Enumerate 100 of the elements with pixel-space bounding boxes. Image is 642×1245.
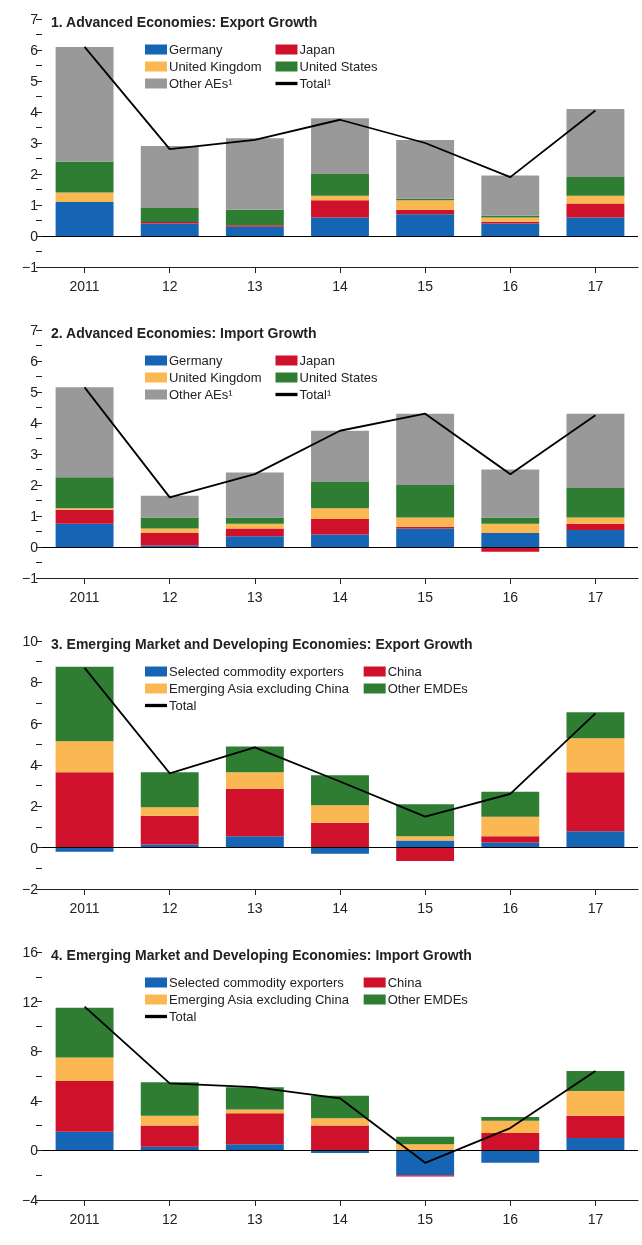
x-tick-label: 14 [332, 589, 348, 605]
line-series [83, 46, 597, 178]
x-tick-label: 12 [161, 1211, 178, 1227]
legend-label: Selected commodity exporters [169, 664, 345, 679]
bar [311, 174, 369, 196]
bar [396, 804, 455, 837]
bar [396, 200, 455, 210]
legend-label: Total¹ [299, 387, 332, 402]
y-tick-label: 1 [30, 197, 39, 213]
bar [311, 508, 369, 520]
x-tick-label: 17 [587, 278, 604, 294]
bar [55, 741, 114, 773]
bar [566, 108, 625, 178]
bar [55, 509, 114, 524]
x-tick-label: 17 [587, 589, 604, 605]
bar [396, 1144, 455, 1151]
bar [481, 223, 540, 236]
y-tick-label: 4 [30, 104, 39, 120]
y-tick-label: 2 [30, 166, 39, 182]
x-tick-label: 15 [417, 900, 434, 916]
x-tick-label: 12 [161, 589, 178, 605]
legend-label: Total [169, 698, 197, 713]
y-tick-label: 6 [30, 353, 39, 369]
legend-label: Emerging Asia excluding China [169, 681, 350, 696]
bar [225, 472, 284, 518]
x-tick-label: 14 [332, 900, 348, 916]
bar [225, 1109, 284, 1114]
bar [566, 1115, 625, 1138]
bar [311, 1095, 369, 1119]
bar [225, 772, 284, 789]
x-tick-label: 15 [417, 1211, 434, 1227]
bar [566, 177, 625, 196]
legend-label: China [387, 664, 423, 679]
bar [140, 495, 199, 518]
y-tick-label: 7 [30, 322, 39, 338]
chart-title: 4. Emerging Market and Developing Economies: Import Growth [51, 947, 472, 963]
legend-label: United States [299, 370, 379, 385]
bar [140, 533, 199, 546]
x-tick-label: 2011 [69, 589, 100, 605]
bar [140, 517, 199, 529]
bar [55, 666, 114, 742]
y-tick-label: 6 [30, 715, 39, 732]
x-tick-label: 12 [161, 278, 178, 294]
y-tick-label: 4 [30, 1092, 39, 1109]
bar [225, 788, 284, 837]
x-tick-label: 2011 [69, 1211, 100, 1227]
x-tick-label: 15 [417, 589, 434, 605]
y-tick-label: 1 [30, 508, 39, 524]
bar [311, 430, 369, 482]
y-tick-label: 2 [30, 477, 39, 493]
y-tick-label: 6 [30, 42, 39, 58]
y-tick-label: 0 [30, 539, 39, 555]
bar [140, 146, 199, 209]
bar [481, 1133, 540, 1151]
chart-title: 1. Advanced Economies: Export Growth [51, 14, 318, 30]
bar [566, 772, 625, 832]
legend-label: United Kingdom [169, 59, 262, 74]
bar [55, 192, 114, 202]
bar [225, 138, 284, 210]
y-tick-label: 7 [30, 11, 39, 27]
x-tick-label: 16 [502, 589, 519, 605]
bar [566, 712, 625, 739]
x-tick-label: 14 [332, 278, 348, 294]
x-tick-label: 2011 [69, 278, 100, 294]
y-tick-label: −4 [22, 1192, 39, 1208]
legend-label: Other EMDEs [387, 681, 469, 696]
y-tick-label: 0 [30, 839, 39, 856]
bar [396, 485, 455, 518]
bar [225, 536, 284, 547]
bar [225, 517, 284, 524]
bar [311, 822, 369, 848]
bar [225, 1087, 284, 1110]
bar [55, 772, 114, 848]
bar [55, 477, 114, 509]
legend-label: Other EMDEs [387, 992, 469, 1007]
legend-label: Emerging Asia excluding China [169, 992, 350, 1007]
y-tick-label: −2 [22, 881, 39, 897]
bar [311, 775, 369, 806]
legend-label: Other AEs¹ [169, 387, 234, 402]
bar [481, 533, 540, 547]
bar [225, 226, 284, 236]
bar [311, 805, 369, 823]
bar [225, 1144, 284, 1151]
bar [481, 217, 540, 223]
y-tick-label: 3 [30, 446, 39, 462]
y-tick-label: 8 [30, 1043, 39, 1060]
y-tick-label: 4 [30, 757, 39, 773]
y-tick-label: 4 [30, 415, 39, 431]
y-tick-label: 8 [30, 674, 39, 691]
bar [311, 519, 369, 535]
bar [566, 738, 625, 773]
legend-label: United States [299, 59, 379, 74]
bar [140, 772, 199, 808]
bar [481, 469, 540, 518]
x-tick-label: 13 [247, 589, 263, 605]
bar [481, 1150, 540, 1163]
bar [55, 161, 114, 193]
y-tick-label: −1 [22, 570, 39, 586]
bar [481, 816, 540, 837]
bar [225, 209, 284, 226]
